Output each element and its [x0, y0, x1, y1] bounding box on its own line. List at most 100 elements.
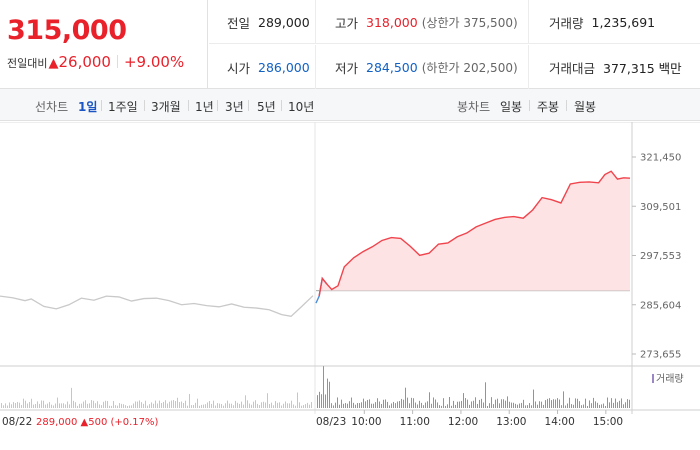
volume-bar: [9, 402, 10, 408]
volume-bar: [53, 405, 54, 408]
volume-bar: [475, 397, 476, 408]
volume-bar: [89, 403, 90, 408]
volume-bar: [393, 401, 394, 408]
volume-bar: [169, 401, 170, 408]
volume-bar: [535, 401, 536, 408]
volume-bar: [487, 405, 488, 408]
y-tick-label: 273,655: [640, 350, 681, 361]
volume-bar: [45, 404, 46, 408]
volume-bar: [419, 400, 420, 408]
stats-row: 전일 289,000 고가 318,000 (상한가 375,500) 거래량 …: [209, 0, 700, 44]
volume-bar: [31, 398, 32, 408]
volume-bar: [381, 403, 382, 408]
volume-bar: [83, 401, 84, 408]
volume-bar: [413, 398, 414, 408]
prev-close-value: 289,000: [258, 14, 310, 30]
change-label: 전일대비: [7, 57, 48, 70]
volume-bar: [559, 399, 560, 408]
divider: [248, 100, 249, 111]
amount-label: 거래대금: [549, 60, 596, 76]
volume-bar: [3, 405, 4, 408]
period-bar: 선차트 1일 1주일 3개월 1년 3년 5년 10년 봉차트 일봉 주봉 월봉: [0, 89, 700, 121]
volume-bar: [449, 397, 450, 408]
volume-bar: [241, 401, 242, 408]
prev-close-label: 전일: [227, 15, 251, 31]
prev-close-cell: 전일 289,000: [209, 0, 316, 44]
divider: [116, 55, 118, 68]
period-1w[interactable]: 1주일: [108, 100, 138, 114]
volume-bar: [385, 399, 386, 408]
volume-bar: [189, 393, 190, 408]
volume-bar: [483, 402, 484, 408]
volume-bar: [411, 397, 412, 408]
date-label-prev: 08/22: [2, 416, 32, 428]
volume-bar: [213, 400, 214, 408]
volume-bar: [421, 402, 422, 408]
volume-bar: [153, 403, 154, 408]
volume-bar: [561, 405, 562, 408]
divider: [566, 100, 567, 111]
volume-bar: [491, 397, 492, 408]
volume-bar: [93, 400, 94, 408]
price-area: [316, 171, 630, 291]
volume-bar: [323, 366, 324, 408]
volume-bar: [437, 402, 438, 408]
volume-bar: [453, 400, 454, 408]
volume-bar: [223, 405, 224, 408]
volume-bar: [389, 405, 390, 408]
volume-bar: [257, 403, 258, 408]
volume-bar: [43, 400, 44, 408]
candle-daily[interactable]: 일봉: [500, 100, 523, 114]
volume-bar: [503, 399, 504, 408]
volume-bar: [321, 394, 322, 408]
volume-bar: [511, 402, 512, 408]
period-3y[interactable]: 3년: [225, 100, 244, 114]
y-axis: 321,450 309,501 297,553 285,604 273,655: [632, 153, 681, 361]
candle-monthly[interactable]: 월봉: [574, 100, 597, 114]
volume-bar: [479, 399, 480, 408]
volume-cell: 거래량 1,235,691: [529, 0, 700, 44]
period-5y[interactable]: 5년: [257, 100, 276, 114]
low-value: 284,500: [366, 59, 418, 75]
volume-bar: [127, 405, 128, 408]
amount-cell: 거래대금 377,315 백만: [529, 45, 700, 89]
period-3m[interactable]: 3개월: [151, 100, 181, 114]
up-triangle-icon: ▲: [48, 56, 59, 71]
volume-bar: [21, 404, 22, 408]
period-10y[interactable]: 10년: [288, 100, 315, 114]
volume-bar: [197, 398, 198, 408]
volume-bar: [325, 394, 326, 408]
volume-bar: [105, 400, 106, 408]
volume-bar: [143, 403, 144, 408]
volume-bar: [205, 404, 206, 408]
volume-bar: [201, 404, 202, 408]
period-1y[interactable]: 1년: [195, 100, 214, 114]
volume-value: 1,235,691: [591, 14, 656, 30]
time-label: 10:00: [351, 416, 381, 428]
stock-summary: 315,000 전일대비▲26,000 +9.00% 전일 289,000 고가 …: [0, 0, 700, 89]
volume-bar: [601, 404, 602, 408]
price-box: 315,000 전일대비▲26,000 +9.00%: [0, 0, 208, 89]
volume-bar: [369, 399, 370, 408]
volume-bar: [613, 402, 614, 408]
volume-bar: [27, 403, 28, 408]
volume-bar: [65, 404, 66, 408]
upper-limit: (상한가 375,500): [421, 15, 518, 30]
volume-bar: [427, 401, 428, 408]
volume-bar: [579, 401, 580, 408]
volume-bar: [311, 402, 312, 408]
volume-bar: [5, 403, 6, 408]
period-1d[interactable]: 1일: [78, 100, 98, 114]
volume-bar: [215, 405, 216, 408]
volume-bar: [133, 403, 134, 408]
volume-bar: [329, 381, 330, 408]
candle-chart-title: 봉차트: [457, 100, 491, 114]
volume-bar: [405, 387, 406, 408]
candle-weekly[interactable]: 주봉: [537, 100, 560, 114]
volume-bar: [465, 398, 466, 408]
volume-bar: [51, 404, 52, 408]
open-cell: 시가 286,000: [209, 45, 316, 89]
volume-bar: [489, 403, 490, 408]
volume-bar: [539, 401, 540, 408]
